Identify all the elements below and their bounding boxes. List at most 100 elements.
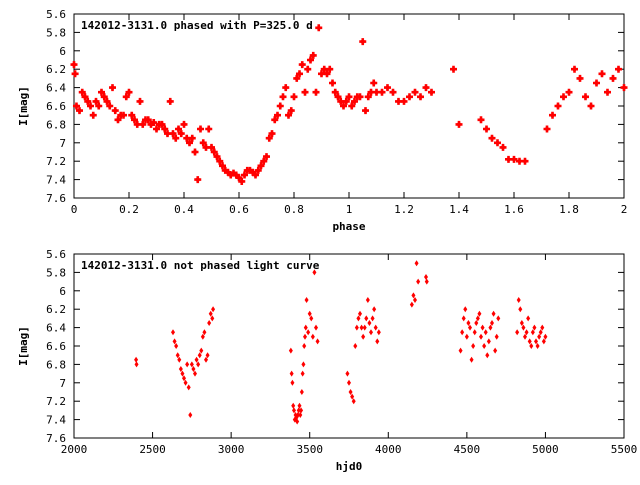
data-point-core [418,94,423,99]
data-point [474,320,479,326]
data-point [526,315,531,322]
data-point-core [261,159,266,164]
data-point-core [333,90,338,95]
data-point [182,375,186,382]
data-point-core [154,126,159,132]
data-point [362,324,367,331]
data-point [543,333,548,340]
data-point-core [278,103,283,109]
data-point [185,361,190,368]
data-point-core [121,113,126,118]
data-point [463,306,468,313]
data-point-core [577,76,583,81]
data-point-core [371,80,376,86]
data-point [302,343,307,349]
plot-frame [73,253,625,439]
data-point-core [544,126,550,132]
data-point [205,352,210,359]
data-point-core [621,85,627,90]
data-point [483,329,488,336]
data-point-core [297,71,302,76]
data-point-core [275,113,280,118]
data-point-core [124,94,129,99]
data-point [479,333,483,340]
data-point-core [253,172,258,178]
data-point-core [286,113,291,118]
data-point [464,333,469,340]
y-tick-label: 7 [59,137,66,150]
y-tick-label: 5.6 [46,248,66,261]
data-point [466,320,471,326]
data-point-core [269,131,275,136]
data-point-core [176,126,181,132]
data-point-core [242,172,247,178]
data-point-core [107,103,112,109]
data-point-core [256,168,261,173]
data-point-core [305,67,310,72]
data-point [199,347,204,354]
y-tick-label: 7.4 [46,174,66,187]
data-point [347,379,351,386]
data-point-core [588,103,594,109]
data-point-core [368,90,374,95]
x-tick-label: 3000 [218,443,245,456]
data-point-core [302,90,308,95]
data-point [516,297,521,303]
data-point-core [113,108,118,113]
data-point-core [102,94,107,99]
data-point [186,384,191,391]
x-axis-label: hjd0 [336,460,363,473]
chart-title: 142012-3131.0 not phased light curve [81,259,320,272]
data-point-core [88,103,93,109]
data-point [191,366,196,372]
data-point [490,320,494,326]
y-tick-label: 7.6 [46,432,66,445]
y-axis-label: I[mag] [17,326,30,366]
data-point [491,310,496,317]
data-point [413,297,417,303]
data-point [414,260,419,267]
data-point-core [280,94,286,99]
data-point-core [71,62,77,67]
y-tick-label: 7.4 [46,414,66,427]
data-point [300,370,305,377]
data-point-core [73,71,78,76]
y-tick-label: 6.8 [46,118,66,131]
data-point [369,329,373,336]
data-point-core [451,67,456,72]
data-point-core [96,103,101,109]
data-point-core [335,94,341,99]
data-point [488,324,493,331]
data-point [515,329,520,336]
data-point [493,347,498,354]
data-point [207,320,212,326]
data-point [482,343,487,349]
data-point [134,361,139,368]
data-point [534,338,538,345]
data-point-core [110,85,115,90]
data-point-core [423,85,429,90]
data-point [523,333,527,340]
data-point-core [201,140,206,145]
data-point-core [129,113,134,118]
data-point-core [99,90,104,95]
data-point-core [366,94,371,99]
data-point-core [572,67,577,72]
data-point-core [104,99,110,104]
data-point-core [550,113,555,118]
data-point [494,333,499,340]
data-point-core [344,99,349,104]
data-point-core [250,170,255,175]
data-point-core [85,99,90,104]
data-point [376,329,381,336]
x-tick-label: 1 [346,203,353,216]
data-point [537,333,542,340]
data-point [202,329,207,336]
data-point [134,356,139,363]
data-point-core [616,67,621,72]
data-point-core [478,117,484,122]
data-point-core [429,90,434,95]
data-point-core [311,53,316,58]
data-point [175,352,180,359]
data-point-core [168,99,173,104]
